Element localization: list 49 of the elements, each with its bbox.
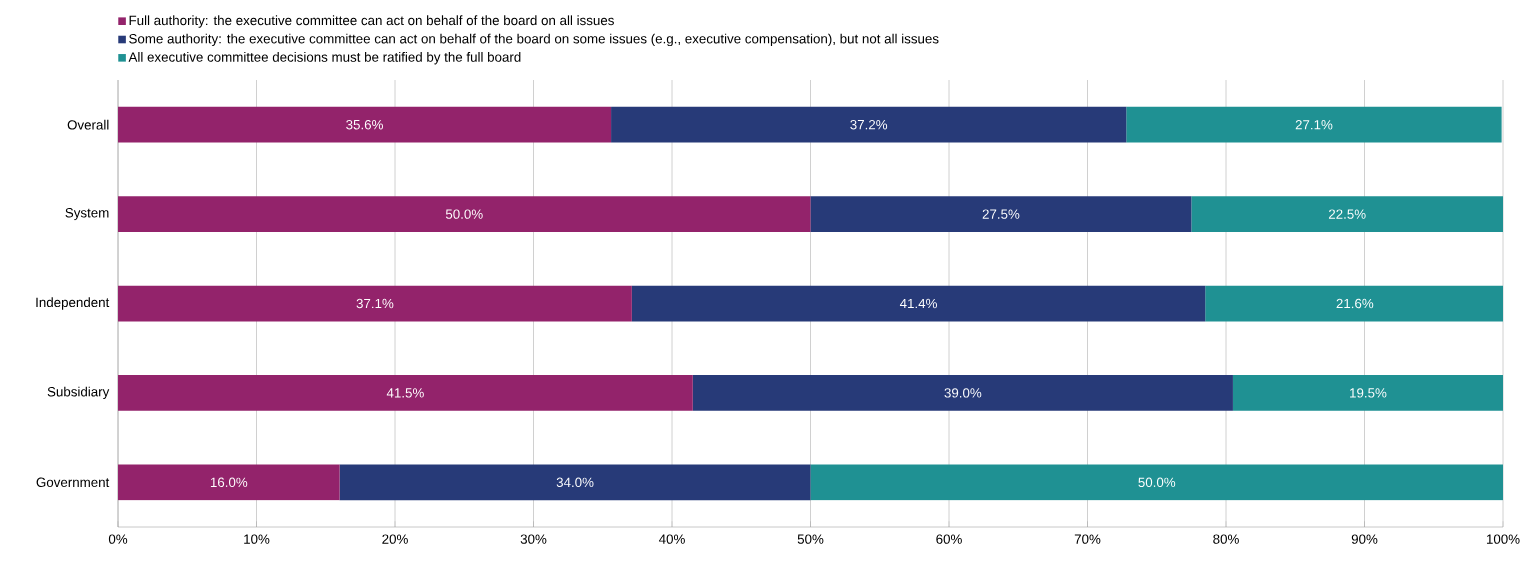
data-label: 16.0% <box>210 477 248 488</box>
x-tick-label: 80% <box>1213 534 1239 544</box>
x-tick-label: 30% <box>520 534 547 544</box>
bar <box>118 375 693 411</box>
x-tick-label: 10% <box>244 534 270 544</box>
legend-label: Some authority: the executive committee can act on behalf of the board on some issues (e.g., executive compensation), but not all issues <box>129 33 939 47</box>
data-label: 37.2% <box>850 119 888 130</box>
y-tick-label: Government <box>36 477 110 488</box>
x-tick-label: 50% <box>797 534 824 544</box>
data-label: 50.0% <box>1138 477 1176 488</box>
bar <box>631 285 1206 322</box>
data-label: 41.5% <box>386 388 424 398</box>
data-label: 27.1% <box>1295 120 1333 130</box>
data-label: 41.4% <box>899 298 937 309</box>
bar <box>810 464 1504 501</box>
x-tick-label: 60% <box>936 534 962 544</box>
x-tick-label: 90% <box>1351 534 1378 544</box>
bar <box>692 375 1233 411</box>
legend-label: All executive committee decisions must be ratified by the full board <box>128 52 521 65</box>
bar <box>810 196 1192 232</box>
data-label: 27.5% <box>982 209 1020 219</box>
data-label: 39.0% <box>944 388 982 398</box>
legend-label: Full authority: the executive committee can act on behalf of the board on all issues <box>129 15 614 28</box>
y-tick-label: Overall <box>67 119 109 130</box>
bar <box>1126 106 1502 143</box>
x-tick-label: 0% <box>108 534 128 544</box>
x-tick-label: 20% <box>382 534 408 544</box>
y-tick-label: Subsidiary <box>47 386 110 400</box>
bar <box>1205 285 1504 322</box>
data-label: 50.0% <box>445 209 483 219</box>
data-label: 37.1% <box>356 298 394 309</box>
data-label: 19.5% <box>1350 388 1387 398</box>
y-tick-label: Independent <box>36 297 110 310</box>
bar <box>118 106 612 143</box>
data-label: 34.0% <box>556 477 594 488</box>
data-label: 21.6% <box>1336 298 1374 309</box>
x-tick-label: 70% <box>1074 534 1101 544</box>
bar <box>118 196 811 232</box>
x-tick-label: 40% <box>658 534 685 544</box>
bar <box>611 106 1127 143</box>
bar <box>118 285 632 322</box>
x-tick-label: 100% <box>1486 534 1520 544</box>
bar <box>1191 196 1504 232</box>
bar <box>339 464 811 501</box>
bar <box>118 464 340 501</box>
data-label: 22.5% <box>1328 209 1366 219</box>
bar <box>1232 375 1504 411</box>
y-tick-label: System <box>65 208 109 221</box>
data-label: 35.6% <box>346 119 383 130</box>
